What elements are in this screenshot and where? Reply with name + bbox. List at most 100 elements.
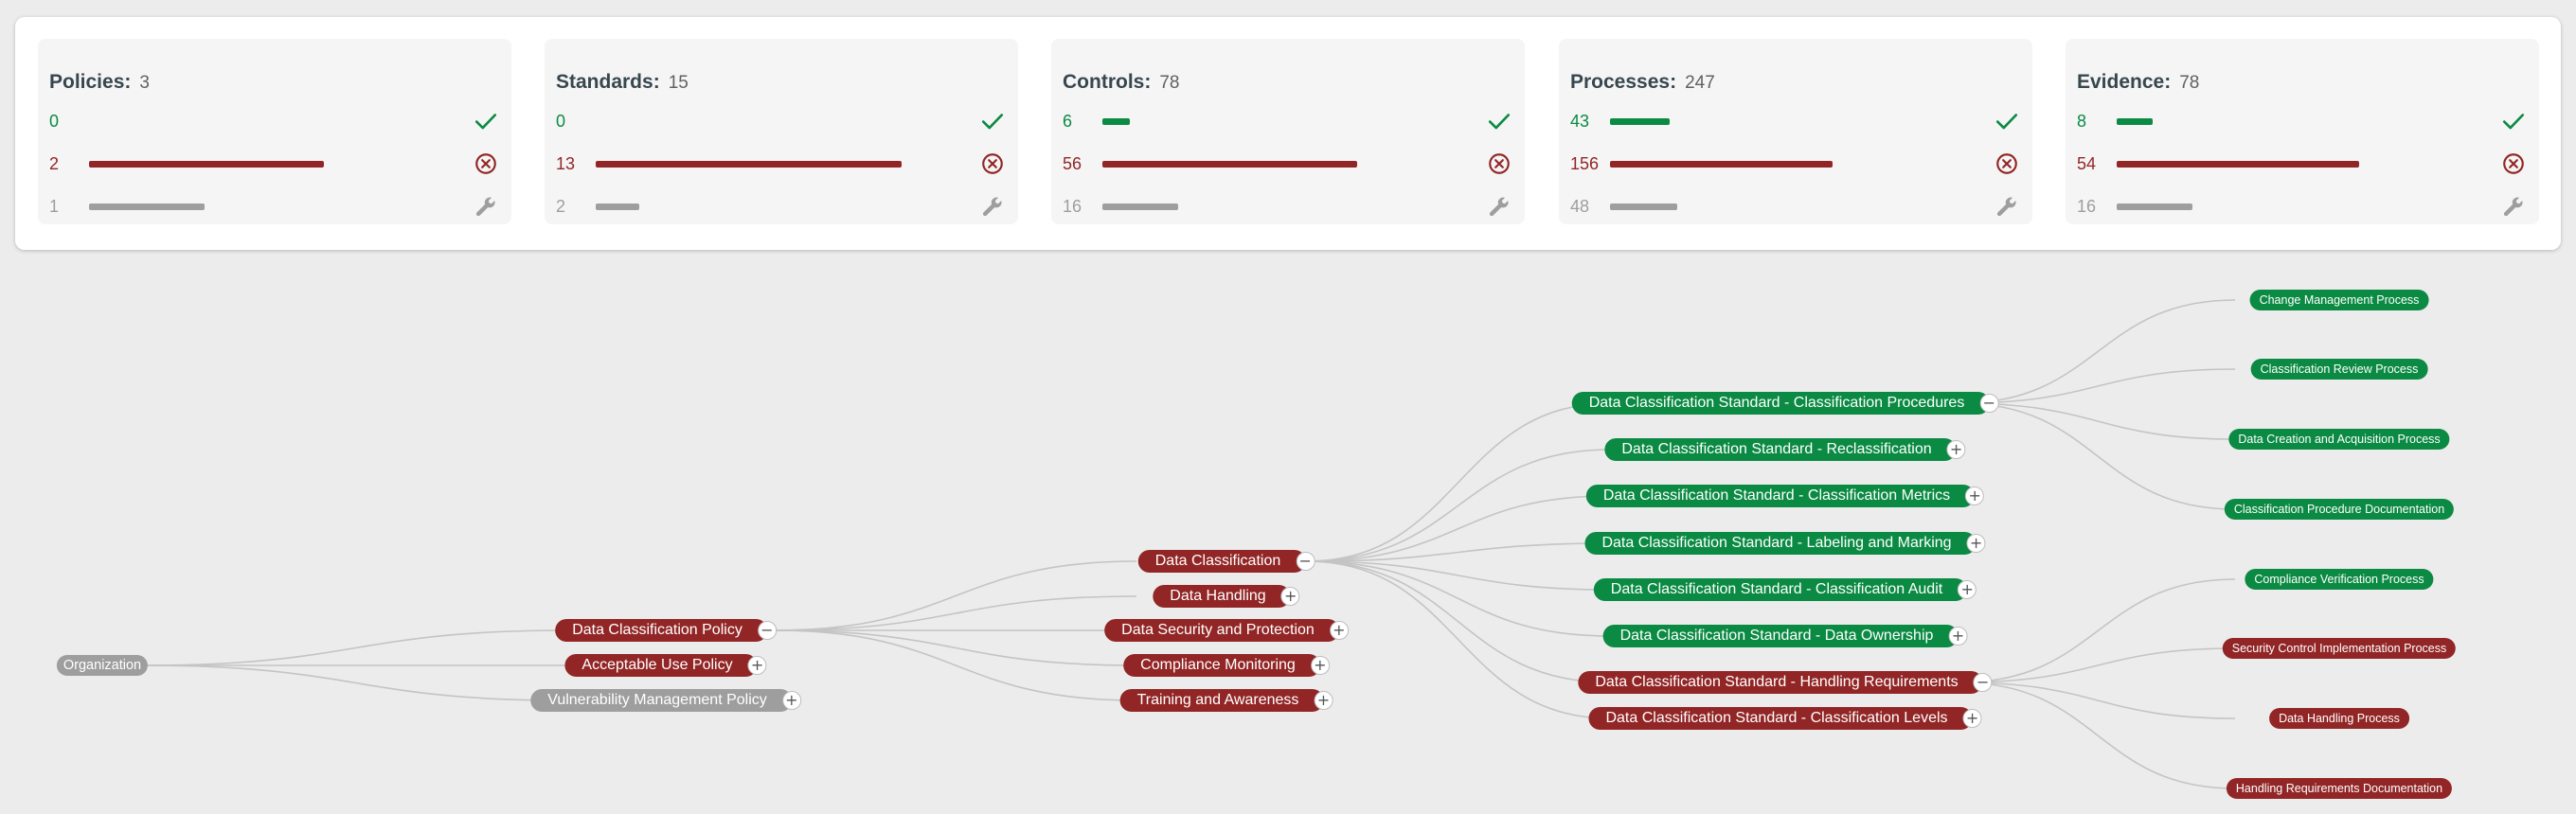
expand-icon[interactable]: +: [1958, 580, 1977, 599]
status-row-failed[interactable]: 156: [1570, 151, 2021, 176]
expand-icon[interactable]: +: [747, 656, 767, 675]
status-row-passed[interactable]: 0: [49, 109, 500, 133]
node-label: Data Security and Protection: [1121, 622, 1315, 638]
passed-count: 0: [49, 112, 60, 131]
status-row-not-applicable[interactable]: 1: [49, 194, 500, 219]
failed-count: 156: [1570, 154, 1600, 173]
policy-node[interactable]: Data Classification Policy −: [555, 619, 777, 642]
collapse-icon[interactable]: −: [1979, 394, 1999, 413]
expand-icon[interactable]: +: [1946, 440, 1966, 459]
expand-icon[interactable]: +: [1948, 627, 1968, 646]
status-row-passed[interactable]: 0: [556, 109, 1007, 133]
process-node[interactable]: Handling Requirements Documentation: [2226, 778, 2453, 799]
tree-link: [1959, 402, 2236, 440]
node-label: Data Handling Process: [2279, 712, 2400, 725]
collapse-icon[interactable]: −: [757, 621, 777, 640]
topic-node[interactable]: Data Security and Protection +: [1104, 619, 1349, 642]
topic-node[interactable]: Data Classification −: [1137, 550, 1315, 573]
failed-bar: [89, 161, 324, 168]
tree-link: [1959, 299, 2236, 404]
tree-link: [774, 560, 1137, 631]
standard-node[interactable]: Data Classification Standard - Classific…: [1571, 392, 1999, 415]
standard-node[interactable]: Data Classification Standard - Classific…: [1588, 707, 1982, 730]
tree-link: [1306, 402, 1611, 562]
tree-link: [1959, 402, 2236, 510]
process-node[interactable]: Data Handling Process: [2269, 708, 2409, 729]
failed-count: 56: [1063, 154, 1082, 173]
expand-icon[interactable]: +: [1962, 709, 1982, 728]
summary-card[interactable]: Standards: 15 0 13 2: [545, 39, 1018, 224]
status-row-failed[interactable]: 56: [1063, 151, 1513, 176]
expand-icon[interactable]: +: [1314, 691, 1333, 710]
process-node[interactable]: Classification Procedure Documentation: [2224, 499, 2455, 520]
failed-bar: [1102, 161, 1357, 168]
circle-x-icon: [2501, 151, 2526, 176]
status-row-not-applicable[interactable]: 16: [1063, 194, 1513, 219]
process-node[interactable]: Data Creation and Acquisition Process: [2228, 429, 2450, 450]
card-title: Evidence: 78: [2077, 71, 2199, 94]
collapse-icon[interactable]: −: [1973, 673, 1993, 692]
expand-icon[interactable]: +: [1965, 487, 1985, 505]
standard-node[interactable]: Data Classification Standard - Handling …: [1578, 671, 1993, 694]
status-row-failed[interactable]: 2: [49, 151, 500, 176]
circle-x-icon: [1995, 151, 2019, 176]
process-node[interactable]: Classification Review Process: [2250, 359, 2428, 380]
policy-node[interactable]: Acceptable Use Policy +: [564, 654, 767, 677]
policy-node[interactable]: Vulnerability Management Policy +: [530, 689, 801, 712]
standard-node[interactable]: Data Classification Standard - Data Owne…: [1602, 625, 1968, 647]
check-icon: [980, 109, 1005, 133]
wrench-icon: [2501, 194, 2526, 219]
collapse-icon[interactable]: −: [1296, 552, 1315, 571]
node-label: Data Classification: [1154, 553, 1281, 569]
tree-link: [1306, 495, 1611, 562]
status-row-failed[interactable]: 13: [556, 151, 1007, 176]
circle-x-icon: [1487, 151, 1512, 176]
status-row-passed[interactable]: 8: [2077, 109, 2528, 133]
node-label: Compliance Monitoring: [1140, 657, 1296, 673]
node-label: Data Classification Standard - Labeling …: [1601, 535, 1952, 551]
standard-node[interactable]: Data Classification Standard - Reclassif…: [1604, 438, 1966, 461]
status-row-failed[interactable]: 54: [2077, 151, 2528, 176]
status-row-not-applicable[interactable]: 2: [556, 194, 1007, 219]
status-row-passed[interactable]: 43: [1570, 109, 2021, 133]
failed-bar: [1610, 161, 1833, 168]
tree-view[interactable]: Organization Data Classification Policy − A…: [0, 256, 2576, 814]
status-row-passed[interactable]: 6: [1063, 109, 1513, 133]
expand-icon[interactable]: +: [1966, 534, 1986, 553]
not-applicable-bar: [1102, 204, 1178, 210]
expand-icon[interactable]: +: [781, 691, 801, 710]
standard-node[interactable]: Data Classification Standard - Classific…: [1593, 578, 1977, 601]
topic-node[interactable]: Training and Awareness +: [1119, 689, 1333, 712]
status-row-not-applicable[interactable]: 16: [2077, 194, 2528, 219]
summary-card[interactable]: Controls: 78 6 56 16: [1051, 39, 1525, 224]
expand-icon[interactable]: +: [1310, 656, 1330, 675]
expand-icon[interactable]: +: [1280, 587, 1300, 606]
status-row-not-applicable[interactable]: 48: [1570, 194, 2021, 219]
process-node[interactable]: Compliance Verification Process: [2245, 569, 2434, 590]
summary-card[interactable]: Processes: 247 43 156 48: [1559, 39, 2032, 224]
topic-node[interactable]: Data Handling +: [1153, 585, 1300, 608]
node-label: Data Creation and Acquisition Process: [2238, 433, 2441, 446]
tree-root-node[interactable]: Organization: [56, 655, 149, 676]
process-node[interactable]: Change Management Process: [2249, 290, 2429, 310]
tree-link: [1959, 681, 2236, 719]
topic-node[interactable]: Compliance Monitoring +: [1123, 654, 1330, 677]
node-label: Data Classification Standard - Handling …: [1595, 674, 1959, 690]
summary-card[interactable]: Evidence: 78 8 54 16: [2066, 39, 2539, 224]
not-applicable-count: 16: [1063, 197, 1082, 216]
failed-count: 54: [2077, 154, 2097, 173]
expand-icon[interactable]: +: [1329, 621, 1349, 640]
summary-card[interactable]: Policies: 3 0 2 1: [38, 39, 511, 224]
process-node[interactable]: Security Control Implementation Process: [2222, 638, 2457, 659]
card-total-count: 78: [2179, 73, 2200, 93]
node-label: Change Management Process: [2259, 293, 2420, 307]
node-label: Data Classification Standard - Classific…: [1588, 395, 1965, 411]
wrench-icon: [1487, 194, 1512, 219]
standard-node[interactable]: Data Classification Standard - Labeling …: [1584, 532, 1986, 555]
passed-count: 6: [1063, 112, 1073, 131]
passed-bar: [2117, 118, 2153, 125]
node-label: Classification Review Process: [2260, 363, 2419, 376]
tree-link: [1959, 368, 2236, 404]
standard-node[interactable]: Data Classification Standard - Classific…: [1585, 485, 1985, 507]
check-icon: [2501, 109, 2526, 133]
